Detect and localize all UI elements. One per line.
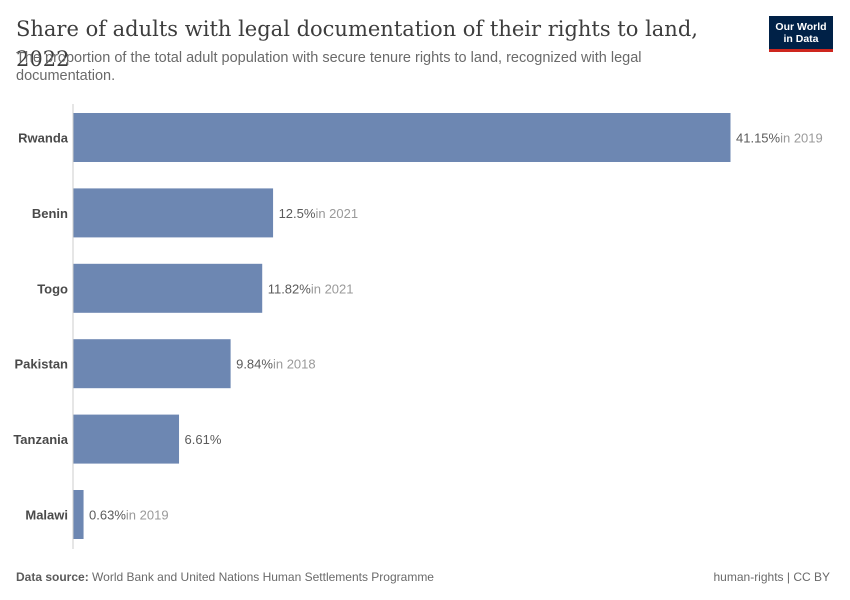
value-label: 11.82%in 2021 [268,281,354,296]
bar-chart: Rwanda 41.15%in 2019 Benin 12.5%in 2021 Togo… [13,104,823,549]
value-label: 41.15%in 2019 [736,131,823,146]
category-label: Togo [37,281,68,296]
chart-title: Share of adults with legal documentation… [16,17,698,71]
category-label: Benin [32,206,68,221]
bar[interactable] [73,490,84,539]
category-label: Tanzania [13,432,68,447]
logo-line-1: Our World [775,21,827,33]
value-label: 6.61% [185,432,222,447]
license-text[interactable]: human-rights | CC BY [713,570,831,584]
bar[interactable] [73,414,180,464]
bar[interactable] [73,339,231,389]
category-label: Rwanda [18,131,69,146]
year-note: in 2021 [311,281,354,296]
value-label: 0.63%in 2019 [89,508,169,523]
data-source-label: Data source: [16,570,89,584]
value-label: 12.5%in 2021 [279,206,359,221]
category-label: Malawi [25,508,68,523]
year-note: in 2019 [126,508,169,523]
chart-subtitle: The proportion of the total adult popula… [16,50,642,84]
year-note: in 2018 [273,357,316,372]
owid-logo[interactable]: Our World in Data [769,16,833,52]
logo-line-2: in Data [783,33,819,45]
value-label: 9.84%in 2018 [236,357,316,372]
year-note: in 2019 [780,131,823,146]
data-source-text[interactable]: World Bank and United Nations Human Sett… [92,570,434,584]
category-label: Pakistan [15,357,69,372]
bar[interactable] [73,188,274,238]
bar[interactable] [73,263,263,313]
data-source: Data source: World Bank and United Natio… [16,570,434,584]
bar[interactable] [73,113,731,162]
year-note: in 2021 [315,206,358,221]
